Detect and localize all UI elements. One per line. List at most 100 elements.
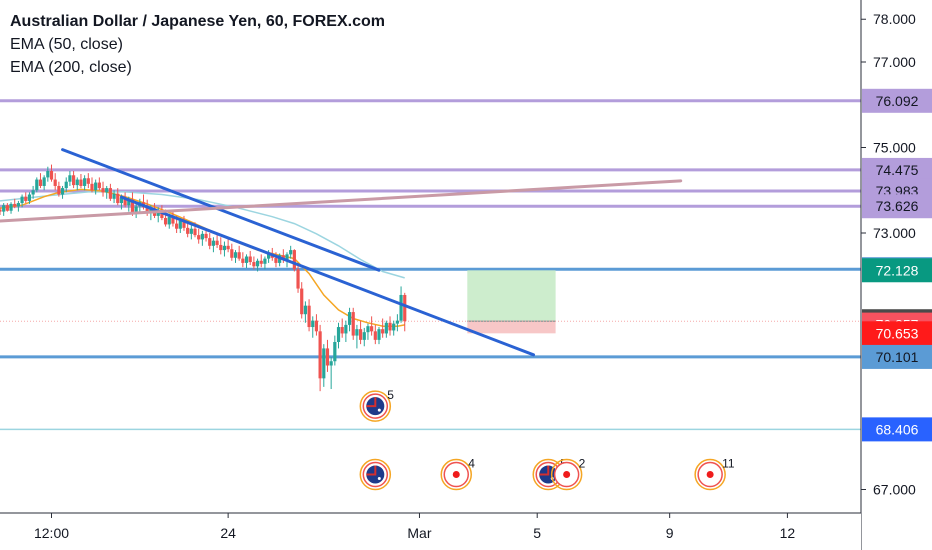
candle-body [35,179,39,191]
candle-body [68,175,72,182]
candle-body [381,329,385,334]
event-count: 11 [722,457,735,471]
symbol-title[interactable]: Australian Dollar / Japanese Yen, 60, FO… [10,13,385,30]
candle-body [90,183,94,191]
event-ring-outer [694,458,726,491]
candle-body [75,179,79,186]
candle-body [384,322,388,334]
ema200-line [0,191,405,279]
candle-body [289,250,293,255]
time-tick-label: Mar [407,525,431,541]
candle-body [333,342,337,362]
candle-body [53,179,57,186]
candle-body [318,331,322,379]
event-count: 4 [468,457,475,471]
candle-body [57,185,61,195]
candle-body [189,228,193,234]
candle-body [186,227,190,234]
candle-body [2,205,6,212]
candle-body [112,193,116,199]
candle-body [27,194,32,201]
ema50-legend[interactable]: EMA (50, close) [10,36,123,53]
candle-body [237,252,241,259]
price-label: 74.475 [876,162,919,178]
candle-body [105,188,109,193]
candle-body [377,329,381,340]
candle-body [94,182,98,191]
candle-body [285,254,289,260]
flag-cross-icon [539,465,550,476]
candle-body [200,233,204,240]
trend-lines[interactable] [0,148,683,357]
candle-body [60,188,65,195]
candle-body [193,228,197,236]
candle-body [263,258,267,264]
candle-body [178,221,182,229]
candle-body [399,294,403,321]
event-dot-icon [452,471,460,479]
time-axis[interactable]: 12:00 24 Mar 5 9 12 [0,512,861,550]
time-tick-label: 9 [666,525,674,541]
candle-body [9,203,13,211]
candle-body [46,171,50,178]
candle-body [347,312,352,325]
candle-body [388,322,392,331]
price-label: 73.626 [876,198,919,214]
price-axis[interactable]: 78.000 77.000 75.000 73.000 67.000 76.092 74.4… [860,0,932,550]
economic-events[interactable]: 545211 [359,388,735,491]
candle-body [0,209,2,212]
candle-body [116,193,120,204]
flag-star-icon [377,408,381,412]
candle-body [362,332,366,340]
target-zone [467,270,556,322]
candle-body [325,348,330,366]
candles [0,164,407,392]
price-label-bg [862,321,932,346]
price-tick-label: 67.000 [873,481,916,497]
price-label: 70.101 [876,349,919,365]
price-label-bg [862,88,932,113]
time-tick-label: 5 [533,525,541,541]
candle-body [344,324,348,334]
channel-upper-line [61,148,381,272]
candle-body [244,256,249,263]
candle-body [366,326,370,333]
ema200-legend[interactable]: EMA (200, close) [10,59,132,76]
candle-body [303,305,307,315]
candle-body [322,348,326,379]
candle-body [64,181,68,189]
candle-body [167,216,171,225]
candle-body [197,235,201,240]
candle-body [292,250,296,270]
position-zones[interactable] [0,270,861,334]
channel-lower-line [119,195,536,357]
candle-body [340,327,344,334]
candle-body [145,207,149,213]
candle-body [134,206,138,214]
horizontal-levels[interactable] [0,99,861,431]
price-label-bg [862,344,932,369]
candle-body [160,211,164,219]
candle-body [5,205,9,211]
candle-body [336,327,341,342]
candle-body [20,196,24,204]
event-dot-icon [563,471,571,479]
candle-body [248,256,252,263]
price-label: 70.653 [876,325,919,341]
price-tick-label: 77.000 [873,54,916,70]
candle-body [373,331,377,340]
candle-body [204,233,208,239]
candle-body [79,179,83,186]
time-tick-label: 12:00 [34,525,69,541]
event-dot-icon [706,471,714,479]
candle-body [119,197,124,204]
price-label: 72.128 [876,262,919,278]
candle-body [171,216,175,224]
candle-body [296,269,300,289]
price-tick-label: 73.000 [873,225,916,241]
event-count: 5 [387,388,394,402]
candle-body [130,199,135,214]
candle-body [274,257,278,263]
candle-body [358,329,363,340]
